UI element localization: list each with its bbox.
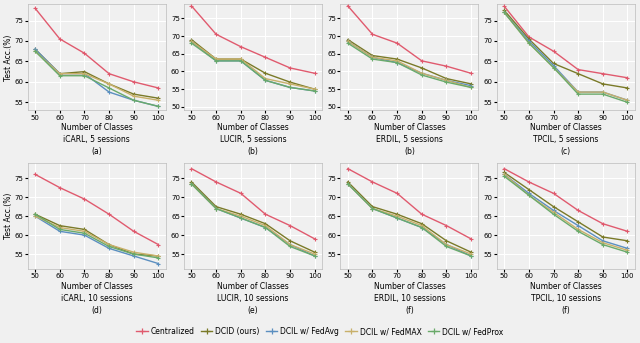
Legend: Centralized, DCID (ours), DCIL w/ FedAvg, DCIL w/ FedMAX, DCIL w/ FedProx: Centralized, DCID (ours), DCIL w/ FedAvg… xyxy=(133,324,507,339)
Y-axis label: Test Acc.(%): Test Acc.(%) xyxy=(4,34,13,81)
X-axis label: Number of Classes
ERDIL, 5 sessions
(b): Number of Classes ERDIL, 5 sessions (b) xyxy=(374,123,445,156)
X-axis label: Number of Classes
iCARL, 10 sessions
(d): Number of Classes iCARL, 10 sessions (d) xyxy=(61,282,132,315)
X-axis label: Number of Classes
LUCIR, 5 sessions
(b): Number of Classes LUCIR, 5 sessions (b) xyxy=(217,123,289,156)
X-axis label: Number of Classes
iCARL, 5 sessions
(a): Number of Classes iCARL, 5 sessions (a) xyxy=(61,123,132,156)
Y-axis label: Test Acc.(%): Test Acc.(%) xyxy=(4,193,13,239)
X-axis label: Number of Classes
ERDIL, 10 sessions
(f): Number of Classes ERDIL, 10 sessions (f) xyxy=(374,282,445,315)
X-axis label: Number of Classes
LUCIR, 10 sessions
(e): Number of Classes LUCIR, 10 sessions (e) xyxy=(217,282,289,315)
X-axis label: Number of Classes
TPCIL, 10 sessions
(f): Number of Classes TPCIL, 10 sessions (f) xyxy=(530,282,602,315)
X-axis label: Number of Classes
TPCIL, 5 sessions
(c): Number of Classes TPCIL, 5 sessions (c) xyxy=(530,123,602,156)
